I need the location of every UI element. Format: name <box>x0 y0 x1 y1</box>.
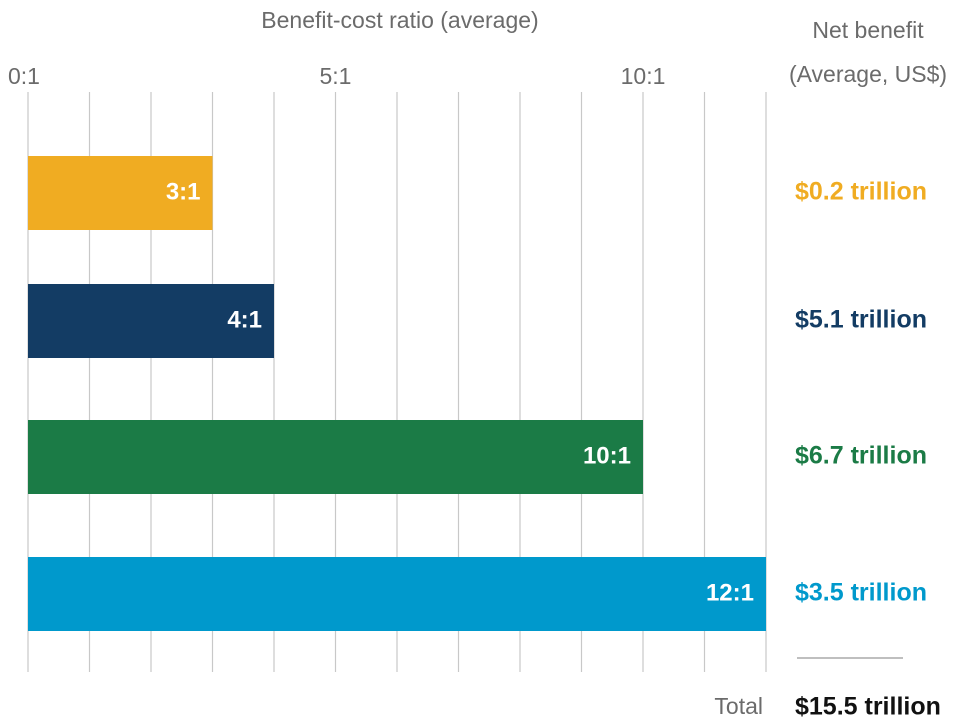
side-title: Net benefit <box>812 17 924 43</box>
x-tick-label: 10:1 <box>621 63 666 89</box>
total-label: Total <box>714 693 763 719</box>
x-axis-title: Benefit-cost ratio (average) <box>261 7 538 33</box>
bar <box>28 156 213 230</box>
net-benefit-label: $5.1 trillion <box>795 306 927 334</box>
bar <box>28 557 766 631</box>
total-value: $15.5 trillion <box>795 693 941 721</box>
bar <box>28 284 274 358</box>
bar-label: 4:1 <box>227 306 262 333</box>
bar <box>28 420 643 494</box>
bar-label: 10:1 <box>583 442 631 469</box>
bar-label: 12:1 <box>706 579 754 606</box>
net-benefit-label: $3.5 trillion <box>795 579 927 607</box>
side-subtitle: (Average, US$) <box>789 61 947 87</box>
net-benefit-label: $6.7 trillion <box>795 442 927 470</box>
bar-label: 3:1 <box>166 178 201 205</box>
x-tick-label: 5:1 <box>320 63 352 89</box>
x-tick-label: 0:1 <box>8 63 40 89</box>
net-benefit-label: $0.2 trillion <box>795 178 927 206</box>
